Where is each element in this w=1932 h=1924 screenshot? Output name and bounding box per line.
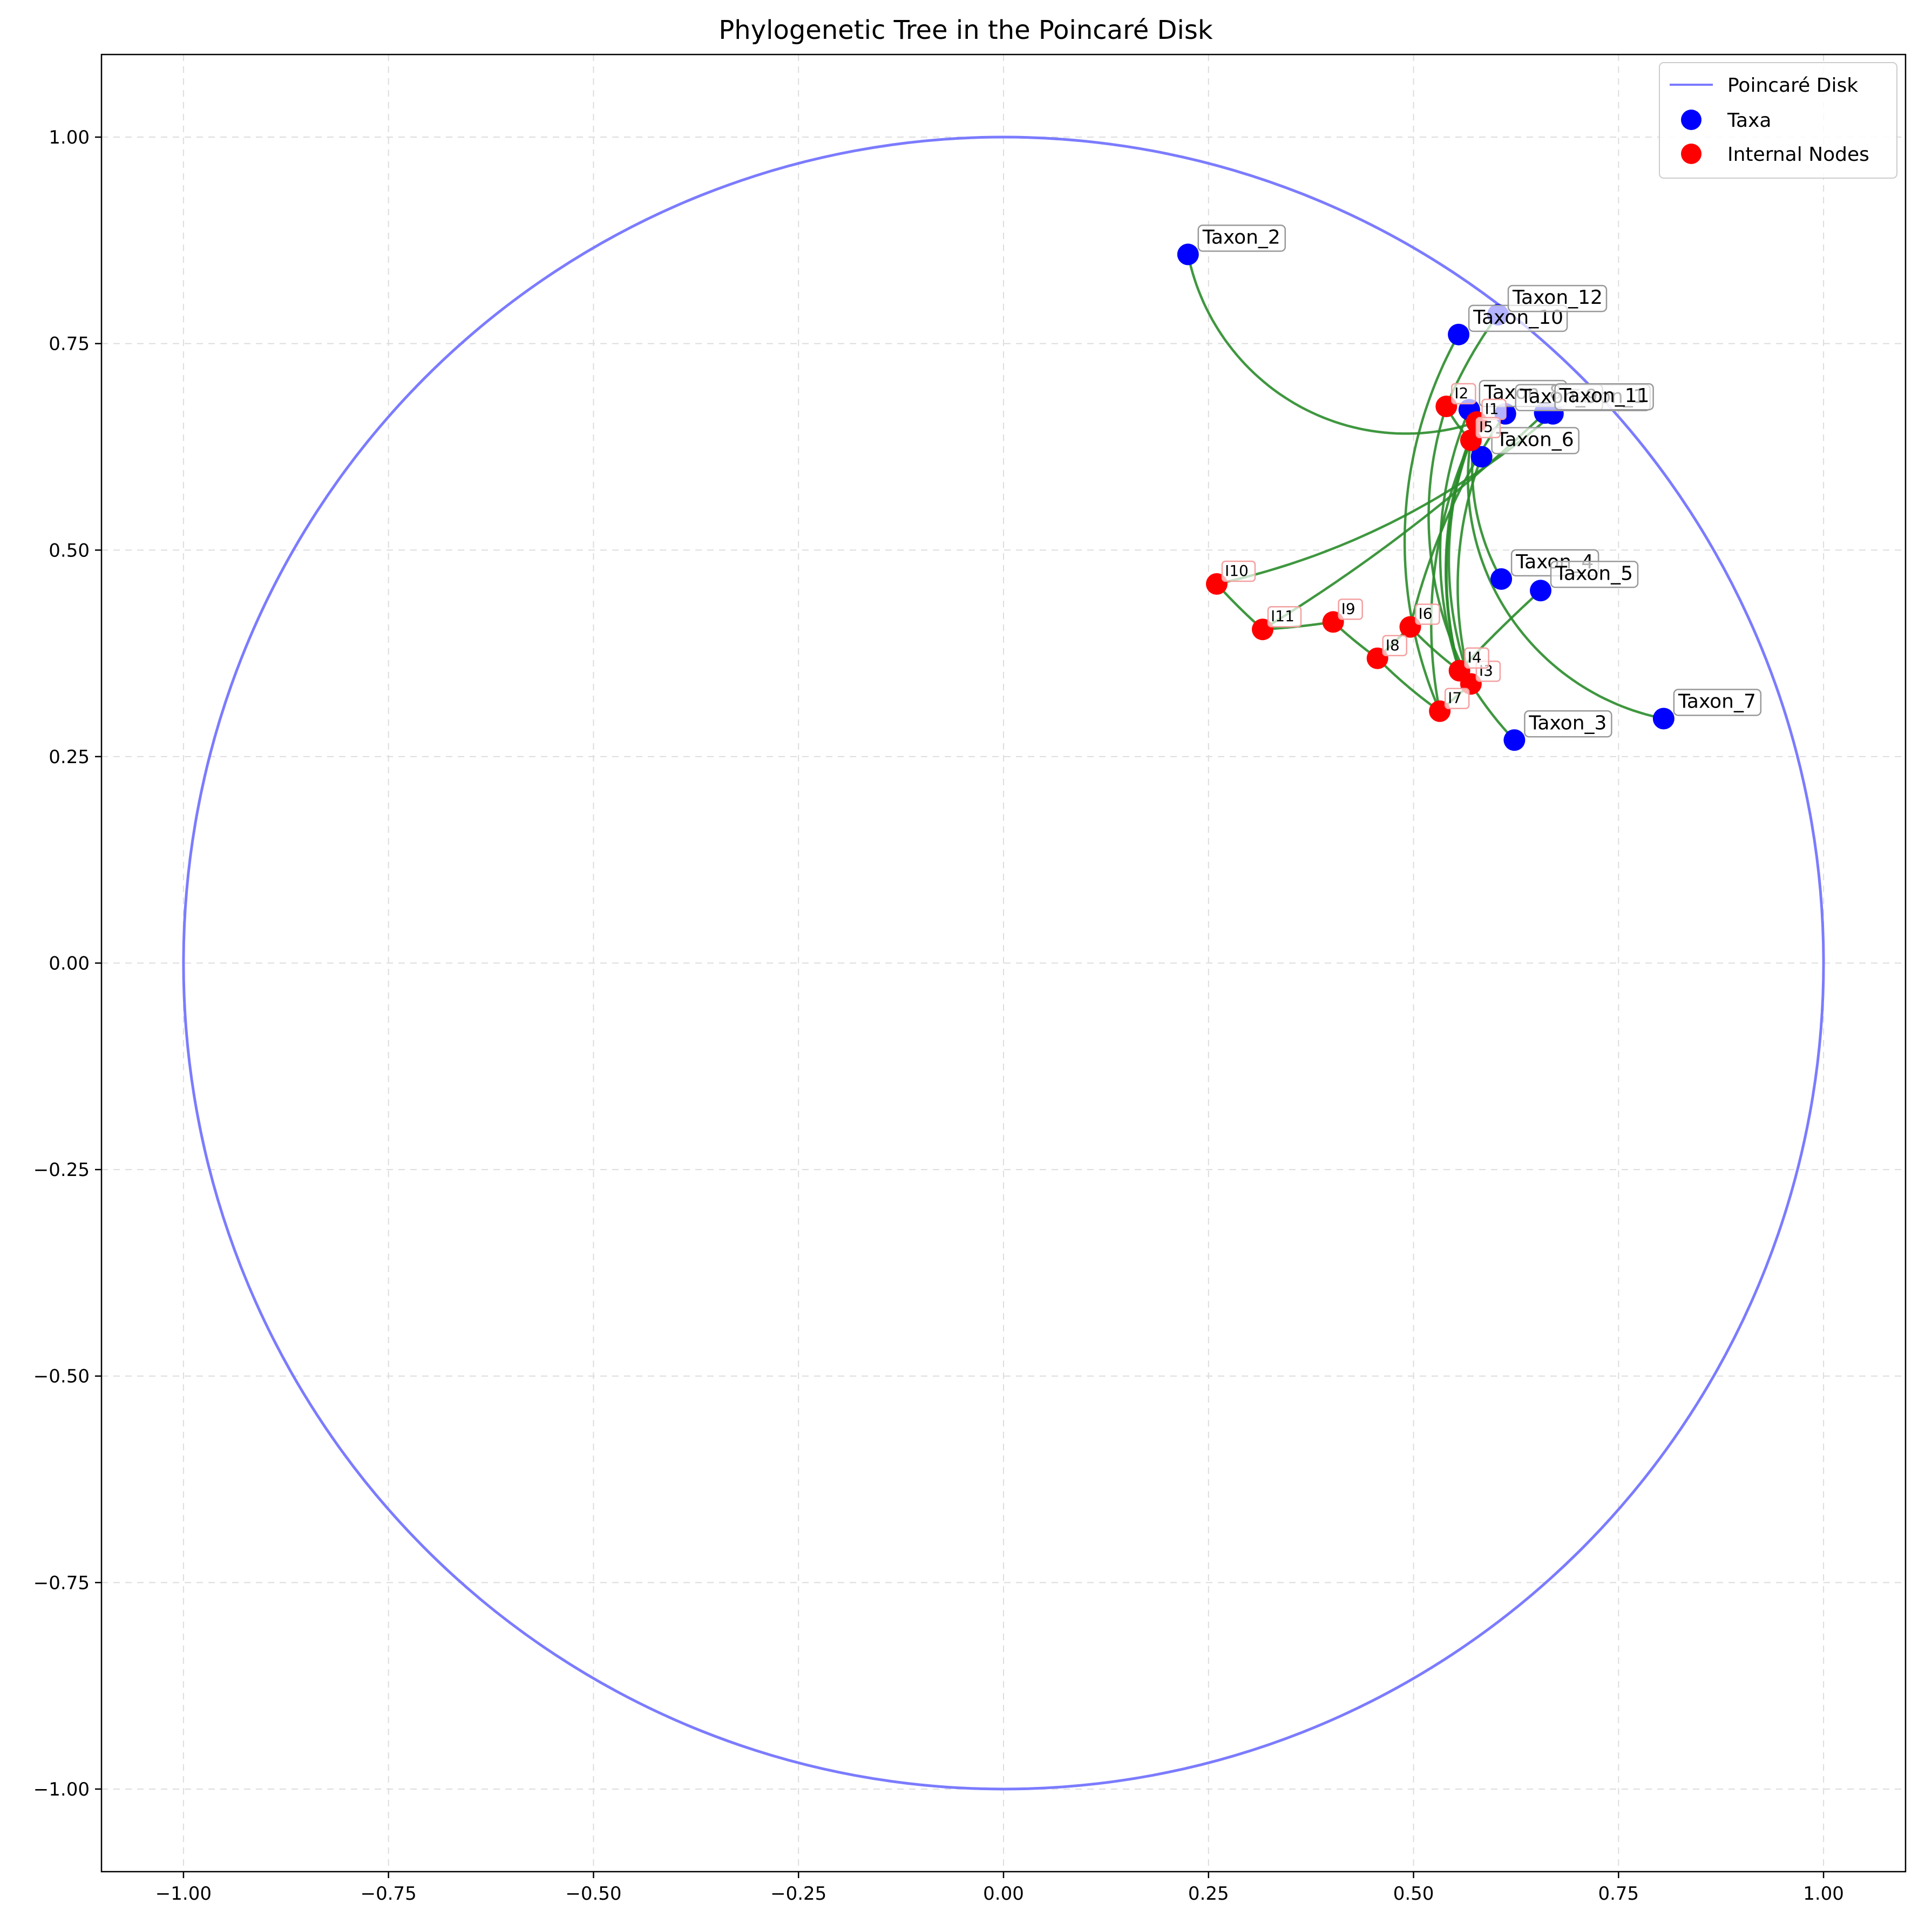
- legend-frame: [1659, 62, 1897, 179]
- internal-node-label: I11: [1271, 607, 1294, 625]
- x-tick-label: 0.50: [1393, 1883, 1434, 1905]
- tree-edge: [1409, 626, 1460, 672]
- poincare-disk-layer: [182, 135, 1825, 1791]
- taxon-label-box: [1524, 710, 1612, 738]
- taxon-label-box: [1197, 225, 1286, 252]
- taxon-label: Taxon_6: [1496, 429, 1574, 451]
- taxon-point: [1490, 568, 1513, 590]
- internal-node-label: I10: [1225, 562, 1249, 580]
- taxon-label-box: [1491, 427, 1580, 454]
- tree-edge: [1469, 683, 1516, 741]
- chart-title: Phylogenetic Tree in the Poincaré Disk: [718, 15, 1212, 45]
- y-tick-label: 0.75: [49, 334, 90, 355]
- taxon-label: Taxon_11: [1559, 385, 1650, 407]
- internal-node-label-box: [1221, 560, 1256, 582]
- legend-internal-swatch: [1681, 144, 1701, 164]
- taxon-point: [1448, 323, 1470, 345]
- grid-lines: [101, 55, 1906, 1872]
- internal-node-label-box: [1382, 635, 1407, 657]
- x-tick-label: −1.00: [155, 1883, 212, 1905]
- internal-node-label-box: [1415, 603, 1440, 625]
- taxon-label: Taxon_5: [1555, 562, 1633, 584]
- internal-node-label-box: [1475, 417, 1501, 438]
- taxon-point: [1470, 446, 1493, 468]
- tree-edge: [1187, 254, 1477, 435]
- taxon-label-box: [1673, 689, 1762, 716]
- tree-edge: [1403, 334, 1460, 712]
- tree-edge: [1377, 657, 1441, 712]
- y-tick-label: 1.00: [49, 127, 90, 148]
- y-tick-label: −0.50: [33, 1366, 90, 1388]
- taxon-point: [1177, 243, 1199, 266]
- tree-edge: [1456, 456, 1483, 684]
- y-tick-label: 0.50: [49, 540, 90, 561]
- tree-edge: [1430, 439, 1472, 712]
- taxon-label-box: [1507, 284, 1608, 312]
- internal-node-label: I7: [1448, 689, 1462, 707]
- y-tick-label: 0.00: [49, 953, 90, 975]
- taxon-label: Taxon_7: [1678, 690, 1756, 712]
- x-tick-label: 1.00: [1803, 1883, 1844, 1905]
- x-tick-label: −0.25: [770, 1883, 826, 1905]
- y-tick-label: 0.25: [49, 746, 90, 768]
- internal-node-label: I1: [1485, 400, 1499, 418]
- taxon-point: [1652, 708, 1675, 730]
- internal-node-label-box: [1444, 688, 1470, 709]
- internal-node-label: I8: [1386, 636, 1400, 654]
- axis-ticks: −1.00 −0.75 −0.50 −0.25 0.00 0.25 0.50 0.75 1.00…: [33, 127, 1844, 1905]
- internal-node-label-box: [1464, 647, 1489, 669]
- taxon-label: Taxon_12: [1512, 287, 1603, 309]
- legend-label-internal: Internal Nodes: [1727, 144, 1869, 166]
- internal-node-label: I2: [1454, 384, 1468, 402]
- taxon-point: [1530, 580, 1552, 602]
- x-tick-label: 0.75: [1598, 1883, 1639, 1905]
- taxon-label-box: [1550, 561, 1639, 588]
- legend-taxa-swatch: [1681, 110, 1701, 130]
- y-tick-label: −0.75: [33, 1572, 90, 1594]
- poincare-disk-boundary: [182, 135, 1825, 1791]
- internal-node-label-box: [1338, 599, 1363, 620]
- taxon-point: [1503, 729, 1526, 751]
- legend: Poincaré Disk Taxa Internal Nodes: [1659, 62, 1897, 179]
- node-labels: Taxon_1Taxon_2Taxon_3Taxon_4Taxon_5Taxon…: [1197, 225, 1762, 738]
- internal-node-label: I9: [1341, 600, 1355, 617]
- tree-edge: [1445, 439, 1473, 671]
- taxon-label-box: [1554, 383, 1654, 411]
- y-tick-label: −0.25: [33, 1159, 90, 1181]
- y-tick-label: −1.00: [33, 1779, 90, 1800]
- taxon-label: Taxon_2: [1202, 226, 1280, 248]
- legend-label-disk: Poincaré Disk: [1727, 74, 1858, 97]
- x-tick-label: 0.00: [983, 1883, 1024, 1905]
- internal-node-label: I6: [1418, 605, 1432, 623]
- x-tick-label: −0.50: [565, 1883, 621, 1905]
- internal-node-label-box: [1267, 606, 1302, 628]
- legend-label-taxa: Taxa: [1727, 110, 1771, 132]
- tree-edge: [1427, 406, 1472, 685]
- taxon-label: Taxon_3: [1528, 712, 1606, 734]
- internal-node-label: I4: [1468, 649, 1482, 667]
- x-tick-label: 0.25: [1188, 1883, 1229, 1905]
- x-tick-label: −0.75: [361, 1883, 417, 1905]
- internal-node-label: I5: [1479, 418, 1493, 436]
- internal-node-label-box: [1451, 383, 1476, 405]
